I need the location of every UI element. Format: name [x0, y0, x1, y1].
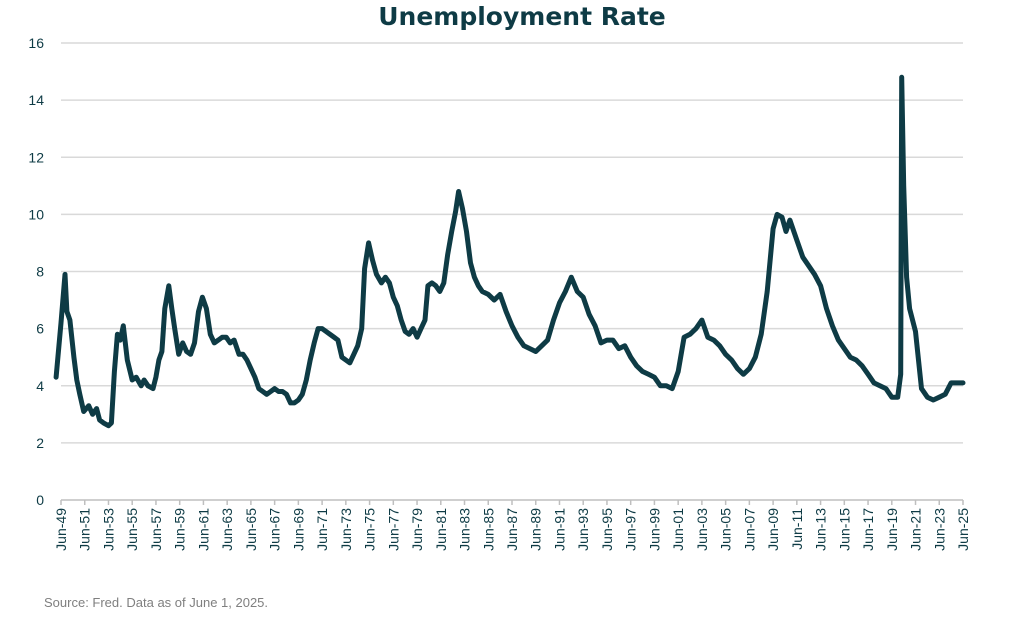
x-tick-label: Jun-19 [884, 508, 900, 551]
x-tick-label: Jun-49 [53, 508, 69, 551]
y-axis-ticks: 0 2 4 6 8 10 12 14 16 [28, 35, 44, 508]
x-tick-label: Jun-55 [124, 508, 140, 551]
x-tick-label: Jun-59 [172, 508, 188, 551]
series-line-unemployment-rate [53, 74, 966, 429]
x-tick-label: Jun-21 [908, 508, 924, 551]
x-tick-label: Jun-13 [813, 508, 829, 551]
x-tick-label: Jun-71 [314, 508, 330, 551]
x-tick-label: Jun-83 [457, 508, 473, 551]
x-tick-label: Jun-51 [77, 508, 93, 551]
y-tick-label: 12 [28, 149, 44, 165]
x-tick-label: Jun-23 [931, 508, 947, 551]
y-tick-label: 4 [36, 378, 44, 394]
x-tick-label: Jun-69 [290, 508, 306, 551]
x-tick-label: Jun-53 [100, 508, 116, 551]
y-tick-label: 14 [28, 92, 44, 108]
x-tick-label: Jun-81 [433, 508, 449, 551]
x-tick-label: Jun-67 [267, 508, 283, 551]
x-axis-ticks: Jun-49 Jun-51 Jun-53 Jun-55 Jun-57 Jun-59 Jun-… [53, 500, 971, 551]
x-tick-label: Jun-95 [599, 508, 615, 551]
gridlines [61, 42, 963, 444]
x-tick-label: Jun-77 [385, 508, 401, 551]
x-tick-label: Jun-57 [148, 508, 164, 551]
x-tick-label: Jun-25 [955, 508, 971, 551]
x-tick-label: Jun-07 [741, 508, 757, 551]
source-note: Source: Fred. Data as of June 1, 2025. [44, 595, 268, 610]
chart-title: Unemployment Rate [378, 2, 666, 31]
y-tick-label: 16 [28, 35, 44, 51]
x-tick-label: Jun-63 [219, 508, 235, 551]
x-tick-label: Jun-11 [789, 508, 805, 550]
x-tick-label: Jun-01 [670, 508, 686, 551]
x-tick-label: Jun-03 [694, 508, 710, 551]
y-tick-label: 6 [36, 321, 44, 337]
x-tick-label: Jun-97 [623, 508, 639, 551]
x-tick-label: Jun-87 [504, 508, 520, 551]
x-tick-label: Jun-65 [243, 508, 259, 551]
y-tick-label: 10 [28, 206, 44, 222]
x-tick-label: Jun-89 [528, 508, 544, 551]
x-tick-label: Jun-79 [409, 508, 425, 551]
x-tick-label: Jun-09 [765, 508, 781, 551]
x-tick-label: Jun-91 [551, 508, 567, 551]
x-tick-label: Jun-05 [718, 508, 734, 551]
x-tick-label: Jun-73 [338, 508, 354, 551]
x-tick-label: Jun-15 [836, 508, 852, 551]
x-tick-label: Jun-99 [646, 508, 662, 551]
y-tick-label: 8 [36, 264, 44, 280]
x-tick-label: Jun-61 [195, 508, 211, 551]
x-tick-label: Jun-85 [480, 508, 496, 551]
y-tick-label: 0 [36, 492, 44, 508]
x-tick-label: Jun-75 [362, 508, 378, 551]
x-tick-label: Jun-17 [860, 508, 876, 551]
y-tick-label: 2 [36, 435, 44, 451]
x-tick-label: Jun-93 [575, 508, 591, 551]
